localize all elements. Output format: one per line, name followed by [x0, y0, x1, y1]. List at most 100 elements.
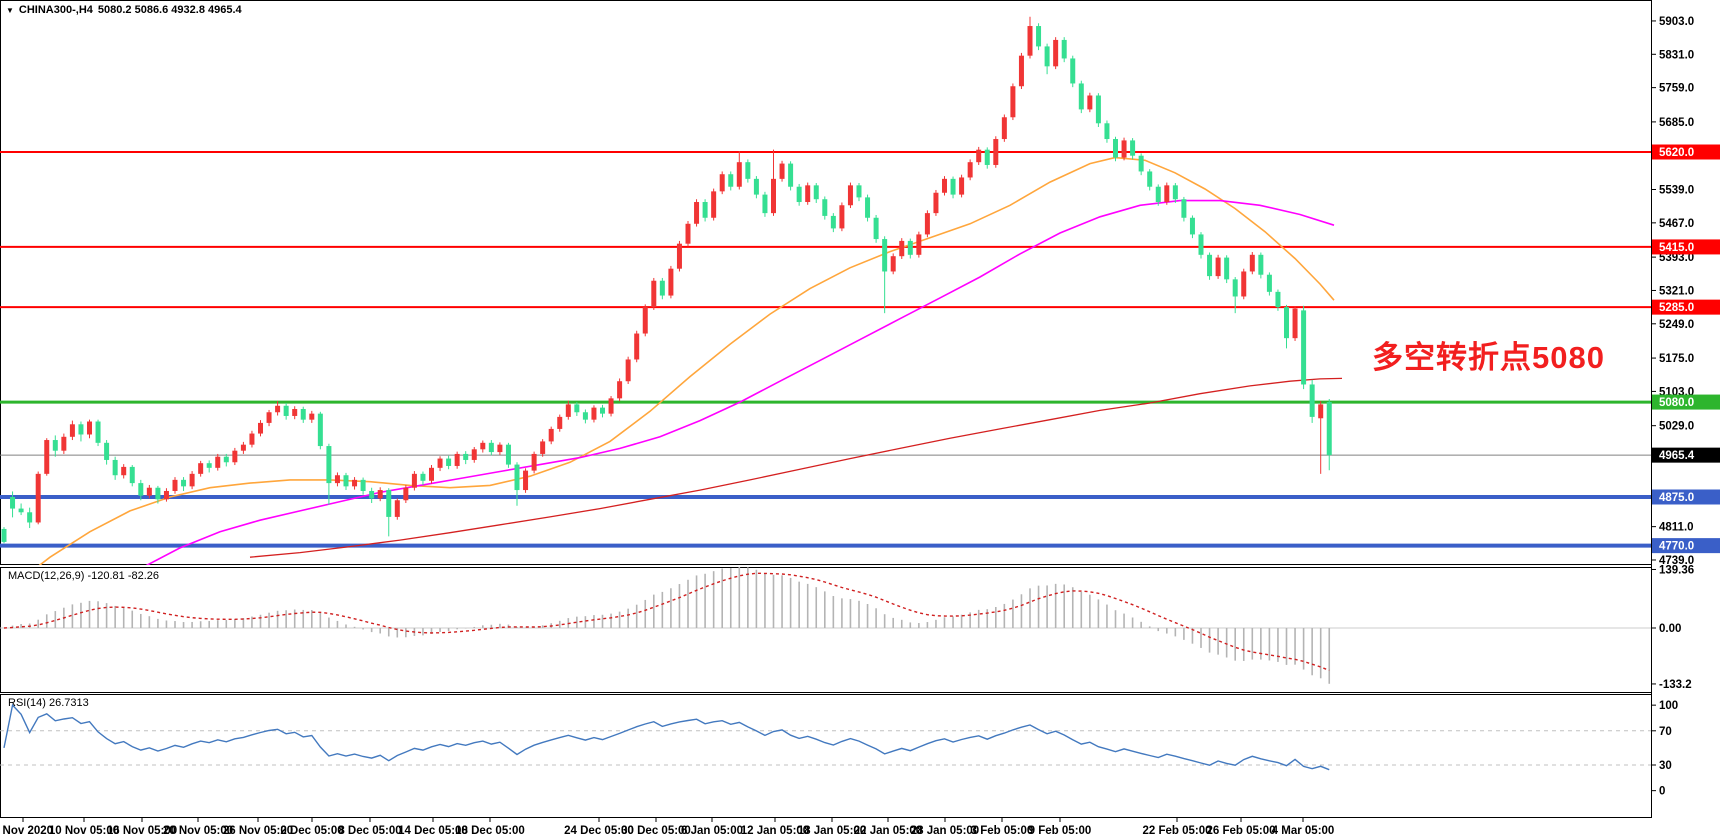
line-price-badge	[1652, 299, 1720, 315]
time-tick-label: 18 Jan 05:00	[798, 825, 866, 837]
candle-bear	[1113, 139, 1118, 158]
price-tick-label: 5903.0	[1659, 16, 1694, 28]
candle-bear	[813, 185, 819, 200]
time-tick-label: 12 Jan 05:00	[741, 825, 809, 837]
candle-bull	[959, 177, 965, 195]
time-tick-label: 9 Feb 05:00	[1029, 825, 1092, 837]
candle-bull	[839, 205, 845, 229]
candle-bear	[138, 483, 144, 496]
time-tick-label: 10 Nov 05:00	[49, 825, 119, 837]
candle-bull	[480, 442, 486, 450]
price-axis: 5903.0 5831.0 5759.0 5685.0 5539.0 5467.0 5393…	[1651, 16, 1720, 798]
candle-bull	[694, 202, 700, 224]
candle-bear	[514, 464, 520, 491]
line-price-badge-text: 5415.0	[1659, 242, 1694, 254]
line-price-badge	[1652, 144, 1720, 160]
candle-bear	[753, 178, 759, 195]
candle-bull	[471, 449, 477, 460]
candle-bull	[993, 139, 999, 165]
candle-bull	[634, 333, 640, 360]
candle-bull	[805, 185, 811, 203]
candle-bear	[181, 479, 187, 487]
ohlc-quote-label: 5080.2 5086.6 4932.8 4965.4	[97, 4, 242, 16]
candle-bear	[369, 490, 375, 499]
price-tick-label: 5831.0	[1659, 49, 1694, 61]
candle-bear	[1224, 257, 1230, 280]
pivot-annotation-text[interactable]: 多空转折点5080	[1372, 340, 1605, 375]
time-tick-label: 26 Feb 05:00	[1206, 825, 1275, 837]
candle-bear	[1181, 199, 1187, 218]
candle-bear	[1189, 217, 1195, 235]
candle-bull	[1318, 404, 1324, 419]
candle-bull	[608, 398, 614, 414]
time-tick-label: 2 Dec 05:00	[280, 825, 343, 837]
candle-bear	[155, 487, 161, 500]
candle-bull	[591, 407, 597, 420]
macd-tick-label: 0.00	[1659, 623, 1681, 635]
candle-bear	[822, 199, 828, 216]
candle-bull	[411, 473, 417, 488]
ma-mid-magenta	[145, 199, 1335, 565]
candle-bull	[352, 479, 358, 487]
candle-bear	[762, 194, 768, 214]
time-tick-label: 20 Nov 05:00	[163, 825, 233, 837]
line-price-badge-text: 4875.0	[1659, 492, 1694, 504]
candle-bull	[1053, 39, 1059, 67]
candle-bear	[1036, 26, 1042, 47]
candle-bull	[676, 243, 682, 269]
candle-bear	[1104, 123, 1110, 140]
price-tick-label: 5321.0	[1659, 285, 1694, 297]
pane-border	[0, 0, 1652, 565]
candle-bull	[266, 412, 272, 423]
main-price-pane	[0, 16, 1651, 565]
candle-bull	[146, 487, 152, 496]
candle-bear	[1284, 307, 1289, 339]
macd-pane	[0, 567, 1651, 684]
symbol-dropdown-icon[interactable]: ▼	[6, 5, 14, 15]
candle-bear	[582, 412, 588, 420]
candle-bull	[967, 162, 973, 178]
candle-bull	[642, 307, 648, 334]
candle-bull	[69, 424, 75, 437]
candle-bear	[343, 475, 349, 487]
candle-bull	[976, 149, 982, 163]
candle-bull	[557, 416, 563, 429]
rsi-tick-label: 30	[1659, 760, 1672, 772]
candle-bull	[334, 475, 340, 484]
time-tick-label: 4 Nov 2020	[0, 825, 53, 837]
candle-bear	[1198, 234, 1204, 255]
candle-bull	[1215, 257, 1221, 277]
candle-bear	[1275, 291, 1281, 308]
candle-bull	[779, 163, 785, 179]
rsi-pane	[0, 703, 1651, 771]
candle-bull	[35, 473, 41, 523]
line-price-badge-text: 5285.0	[1659, 302, 1694, 314]
price-tick-label: 5539.0	[1659, 185, 1694, 197]
price-tick-label: 5249.0	[1659, 319, 1694, 331]
candle-bull	[215, 456, 221, 468]
rsi-indicator-label: RSI(14) 26.7313	[8, 697, 89, 709]
candle-bear	[1155, 186, 1161, 203]
candle-bear	[446, 458, 452, 466]
candle-bear	[882, 239, 888, 272]
candle-bull	[942, 178, 947, 193]
candle-bear	[386, 490, 392, 517]
time-tick-label: 14 Dec 05:00	[398, 825, 468, 837]
candle-bull	[1027, 26, 1033, 56]
candle-bear	[830, 215, 836, 229]
candle-bull	[719, 174, 725, 192]
candle-bull	[189, 473, 195, 487]
candle-bull	[1249, 254, 1255, 272]
candle-bull	[771, 178, 776, 214]
candle-bull	[249, 433, 255, 445]
price-tick-label: 5685.0	[1659, 117, 1694, 129]
candle-bull	[651, 280, 657, 308]
candle-bear	[326, 446, 332, 484]
price-tick-label: 5029.0	[1659, 421, 1694, 433]
price-tick-label: 4739.0	[1659, 555, 1694, 567]
candle-bear	[18, 508, 24, 513]
candle-bear	[10, 497, 16, 509]
candle-bull	[1087, 95, 1093, 110]
